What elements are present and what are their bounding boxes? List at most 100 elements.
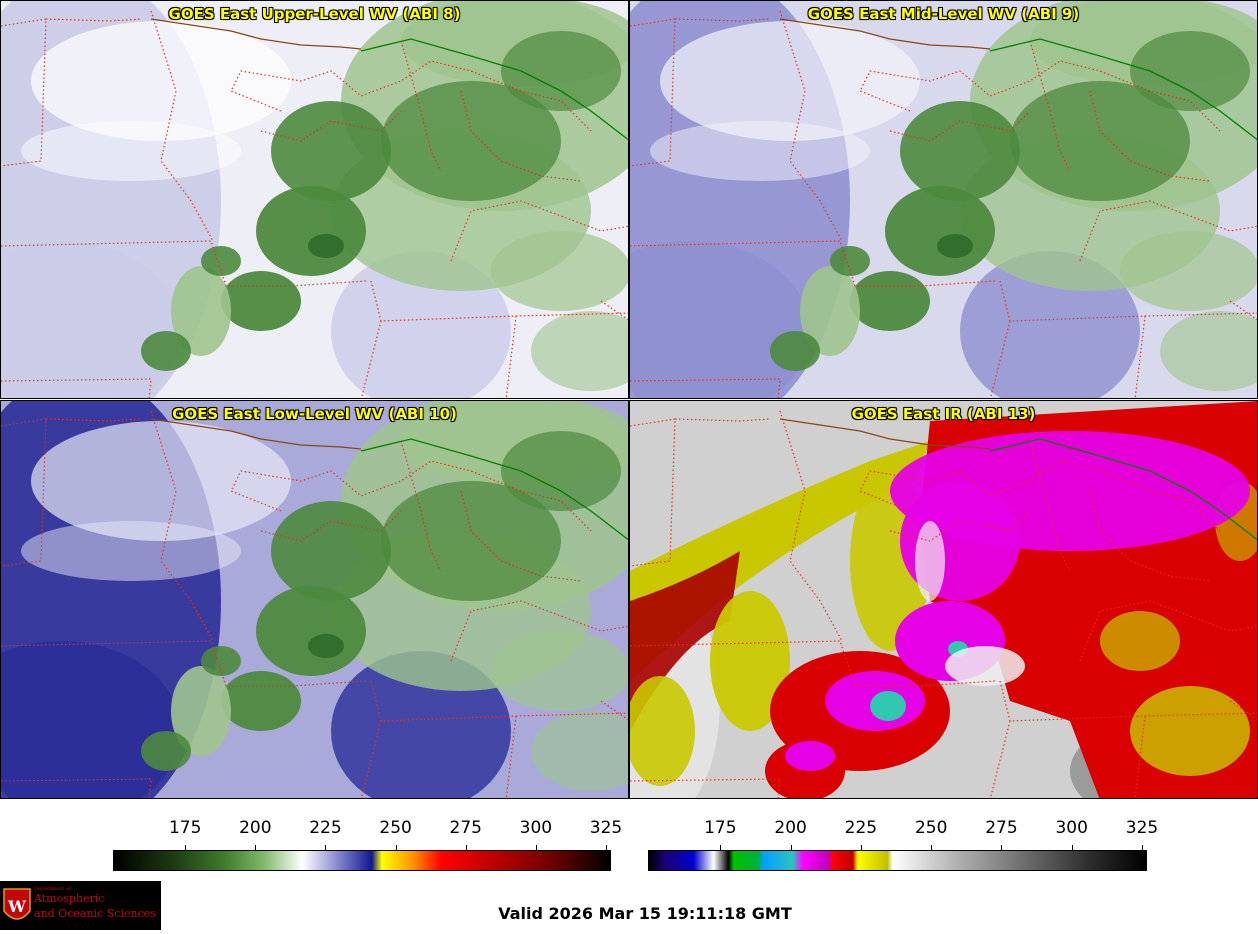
state-border [600,700,628,721]
very-cold-tops [785,741,835,771]
colorbar-tick-mark [1142,845,1143,850]
state-border [674,18,771,22]
moisture-region [1130,31,1250,111]
state-border [1079,600,1257,662]
dry-air-region [1,241,181,398]
moisture-region [850,271,930,331]
coastline [150,18,362,50]
moisture-region [531,311,628,391]
moisture-core [937,234,973,258]
state-border [779,410,843,642]
colorbar-tick-mark [465,845,467,850]
panel-low-level-wv: GOES East Low-Level WV (ABI 10) [0,400,629,799]
moisture-region [491,631,628,711]
moisture-region [501,31,621,111]
moisture-core [308,234,344,258]
cold-cloud-band [1130,686,1250,776]
moisture-core [308,634,344,658]
colorbar-tick-mark [255,845,257,850]
jet-streak [21,121,241,181]
state-border [889,510,1031,542]
state-border [1,240,367,287]
country-border [360,438,628,541]
logo-line2: Atmospheric [34,892,105,905]
colorbar-tick-mark [395,845,397,850]
colorbar-tick-mark [860,845,862,850]
colorbar-tick-label: 250 [379,818,412,838]
moisture-region [201,246,241,276]
state-border [600,300,628,321]
moisture-region [141,331,191,371]
state-border [150,10,214,242]
dry-air-region [1,641,181,798]
colorbar-tick-label: 250 [914,818,948,838]
colorbar-tick-mark [325,845,327,850]
moisture-region [900,101,1020,201]
cold-cloud-band [630,441,930,681]
state-border [999,280,1257,322]
colorbar-tick-mark [790,845,792,850]
wv-colorbar [113,850,611,871]
colorbar-tick-label: 325 [1125,818,1159,838]
state-border [400,440,442,572]
colorbar-tick-label: 300 [519,818,553,838]
wv-low-image [1,401,628,798]
jet-streak [21,521,241,581]
moisture-region [381,81,561,201]
panel-mid-level-wv: GOES East Mid-Level WV (ABI 9) [629,0,1258,399]
colorbar-tick-label: 275 [985,818,1018,838]
moisture-region [531,711,628,791]
state-border [150,410,214,642]
colorbar-tick-label: 275 [449,818,482,838]
moisture-region [271,101,391,201]
coastline [150,418,362,450]
moisture-region [171,666,231,756]
moisture-region [221,671,301,731]
moisture-region [885,186,995,276]
state-border [989,720,1011,798]
state-border [779,10,843,242]
cold-cloud-band [710,591,790,731]
state-border [889,110,1031,142]
coldest-tops [870,691,906,721]
aos-logo: W Department of Atmospheric and Oceanic … [0,881,161,930]
state-border [450,600,628,662]
panel-title: GOES East Upper-Level WV (ABI 8) [168,5,461,23]
panel-title: GOES East Mid-Level WV (ABI 9) [807,5,1080,23]
moisture-region [221,271,301,331]
uw-crest-icon: W [3,888,31,920]
colorbar-tick-mark [535,845,537,850]
moisture-region [381,481,561,601]
state-border [999,680,1257,722]
colorbar-tick-label: 200 [774,818,807,838]
colorbar-tick-label: 175 [704,818,737,838]
state-border [260,110,402,142]
state-border [1,418,47,567]
cold-cloud-band [1100,611,1180,671]
panel-title: GOES East IR (ABI 13) [851,405,1036,423]
state-border [1,378,152,398]
state-border [230,60,592,132]
moisture-region [770,331,820,371]
moisture-region [830,246,870,276]
svg-text:W: W [7,897,27,916]
logo-line1: Department of [34,886,71,892]
clear-gap [945,646,1025,686]
state-border [1229,700,1257,721]
jet-streak [660,21,920,141]
colorbar-tick-mark [931,845,933,850]
moisture-region [1010,81,1190,201]
state-border [1229,300,1257,321]
ir-image [630,401,1257,798]
state-border [674,418,771,422]
panel-title: GOES East Low-Level WV (ABI 10) [172,405,457,423]
moisture-region [256,586,366,676]
country-border [360,38,628,141]
colorbar-tick-label: 300 [1055,818,1088,838]
moisture-region [256,186,366,276]
moisture-region [271,501,391,601]
colorbar-tick-label: 175 [168,818,202,838]
colorbar-tick-mark [1001,845,1003,850]
state-border [630,240,996,287]
colorbar-tick-mark [606,845,608,850]
